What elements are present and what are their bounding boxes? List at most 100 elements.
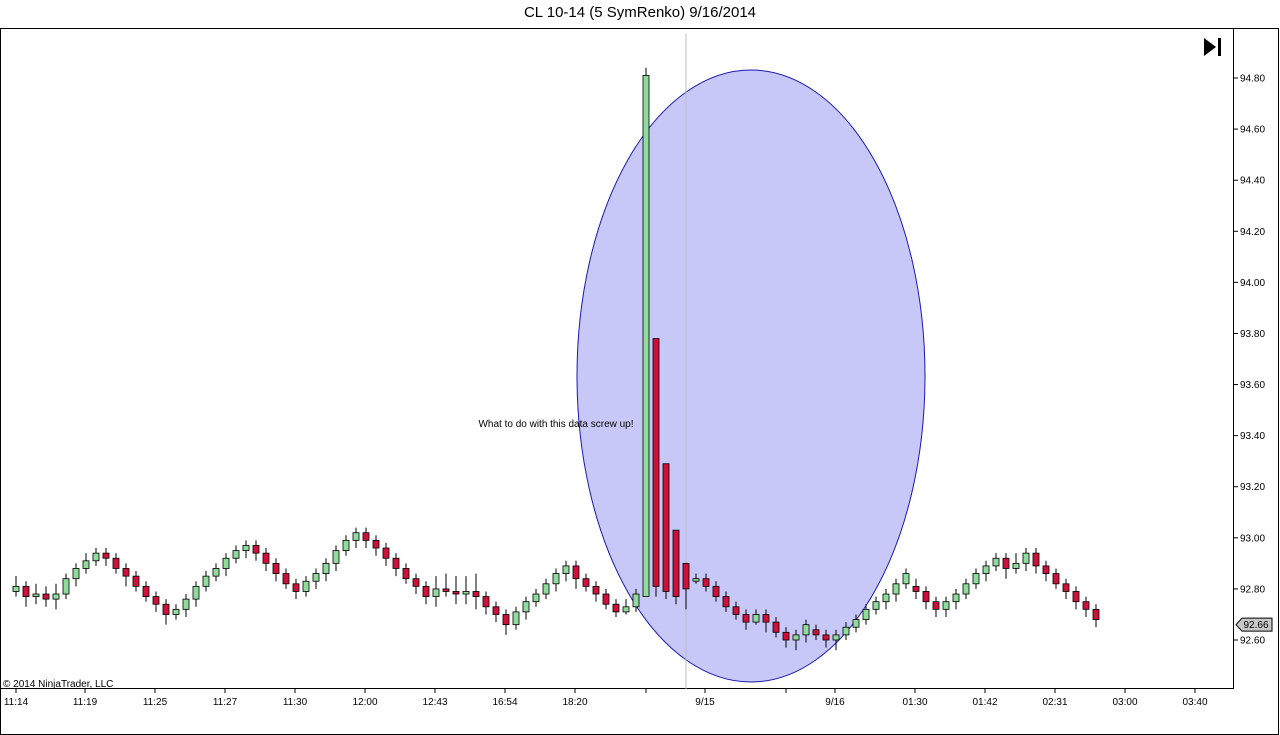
candle [672,529,680,605]
candle [312,568,320,589]
y-tick-label: 93.20 [1240,482,1265,493]
candle-body-down [1062,583,1070,592]
candle [872,596,880,615]
candle [602,588,610,610]
highlight-ellipse[interactable] [576,69,926,683]
candle [282,568,290,589]
candle [532,588,540,607]
candle-body-up [322,562,330,574]
candle [912,578,920,600]
x-tick-label: 03:40 [1182,697,1207,708]
x-tick-label: 18:20 [562,697,587,708]
x-tick-label: 01:30 [902,697,927,708]
candle-body-up [542,583,550,595]
candle-body-up [642,75,650,597]
candle [42,586,50,607]
candle-body-down [612,603,620,613]
candle [192,581,200,607]
candle-body-down [1042,565,1050,574]
candle [12,576,20,597]
candle [442,573,450,597]
candle-body-down [762,614,770,623]
candle [522,596,530,620]
y-tick-label: 93.80 [1240,329,1265,340]
y-tick-label: 94.00 [1240,278,1265,289]
candle-body-down [132,575,140,587]
candle-body-down [932,601,940,610]
candle-body-up [1022,552,1030,564]
skip-to-end-icon[interactable] [1204,38,1221,56]
candle-body-up [312,573,320,582]
candle-body-up [462,591,470,595]
x-tick-label: 11:30 [283,697,308,708]
candle-body-down [372,539,380,549]
candle-body-down [392,557,400,569]
candle-body-down [472,591,480,597]
x-tick-label: 11:25 [143,697,168,708]
x-tick-label: 9/15 [695,697,715,708]
candle [392,553,400,577]
candle-body-down [142,585,150,597]
candle [422,581,430,605]
candle-body-up [872,601,880,610]
copyright-text: © 2014 NinjaTrader, LLC [3,679,113,690]
candle-body-down [1082,601,1090,610]
candle-body-down [112,557,120,569]
x-tick-label: 12:43 [422,697,447,708]
candle [992,553,1000,572]
x-tick-label: 02:31 [1042,697,1067,708]
candle-body-up [992,557,1000,567]
candle [402,563,410,584]
candle [1092,604,1100,628]
candle-body-up [242,545,250,551]
candle-body-up [562,565,570,574]
candle-body-up [532,593,540,603]
y-tick-label: 93.60 [1240,380,1265,391]
candle-body-up [902,573,910,585]
chart-title: CL 10-14 (5 SymRenko) 9/16/2014 [523,4,757,21]
x-tick-label: 11:14 [4,697,29,708]
y-tick-label: 93.40 [1240,431,1265,442]
candle [122,563,130,587]
candle-body-down [502,614,510,626]
candle-body-up [202,575,210,587]
annotation-text[interactable]: What to do with this data screw up! [478,419,633,430]
candle [22,581,30,607]
candle [832,629,840,651]
chart-frame[interactable]: 94.80 94.60 94.40 94.20 94.00 93.80 93.60 93.40… [0,28,1280,735]
candle-body-up [752,614,760,623]
y-tick-label: 94.80 [1240,74,1265,85]
candle [822,629,830,648]
candle-body-down [1052,573,1060,585]
candle-body-up [852,619,860,628]
candle [82,553,90,574]
candle [642,67,650,597]
candle [1082,596,1090,618]
candle [102,548,110,566]
candle-body-down [652,338,660,587]
last-price-marker: 92.66 [1235,617,1273,632]
candle-body-up [632,593,640,608]
candle-body-up [792,634,800,641]
candle-body-down [1072,591,1080,603]
candle-body-up [842,626,850,636]
candle-body-down [572,565,580,580]
candle [92,548,100,566]
candle [542,578,550,600]
candle [162,599,170,625]
candle [552,568,560,592]
candle-body-down [782,631,790,641]
candle [892,578,900,602]
x-tick-label: 16:54 [492,697,517,708]
candle [502,609,510,635]
candle [882,588,890,610]
candle [1022,548,1030,572]
candle-body-up [972,573,980,585]
candle-body-up [802,624,810,636]
candle [582,573,590,592]
candle-body-up [172,608,180,615]
candle [652,338,660,597]
candle [182,594,190,618]
candle-body-up [92,552,100,562]
candle [232,545,240,564]
